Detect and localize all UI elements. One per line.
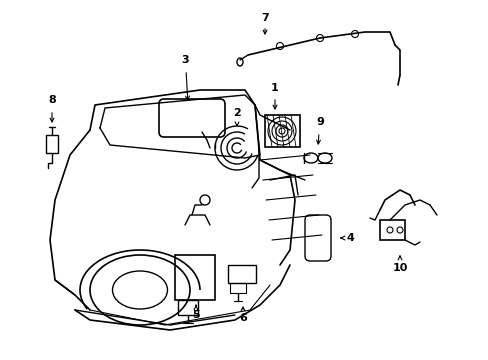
Bar (264, 115, 299, 147)
Text: 9: 9 (315, 117, 323, 127)
Bar (178, 300, 198, 315)
Text: 8: 8 (48, 95, 56, 105)
Text: 7: 7 (261, 13, 268, 23)
Bar (379, 220, 404, 240)
Bar (175, 255, 215, 300)
Bar (46, 135, 58, 153)
Bar (227, 265, 256, 283)
Text: 2: 2 (233, 108, 241, 118)
Text: 6: 6 (239, 313, 246, 323)
Text: 5: 5 (192, 310, 200, 320)
Text: 1: 1 (270, 83, 278, 93)
Bar (229, 283, 245, 293)
Text: 3: 3 (181, 55, 188, 65)
Text: 10: 10 (391, 263, 407, 273)
Text: 4: 4 (346, 233, 353, 243)
